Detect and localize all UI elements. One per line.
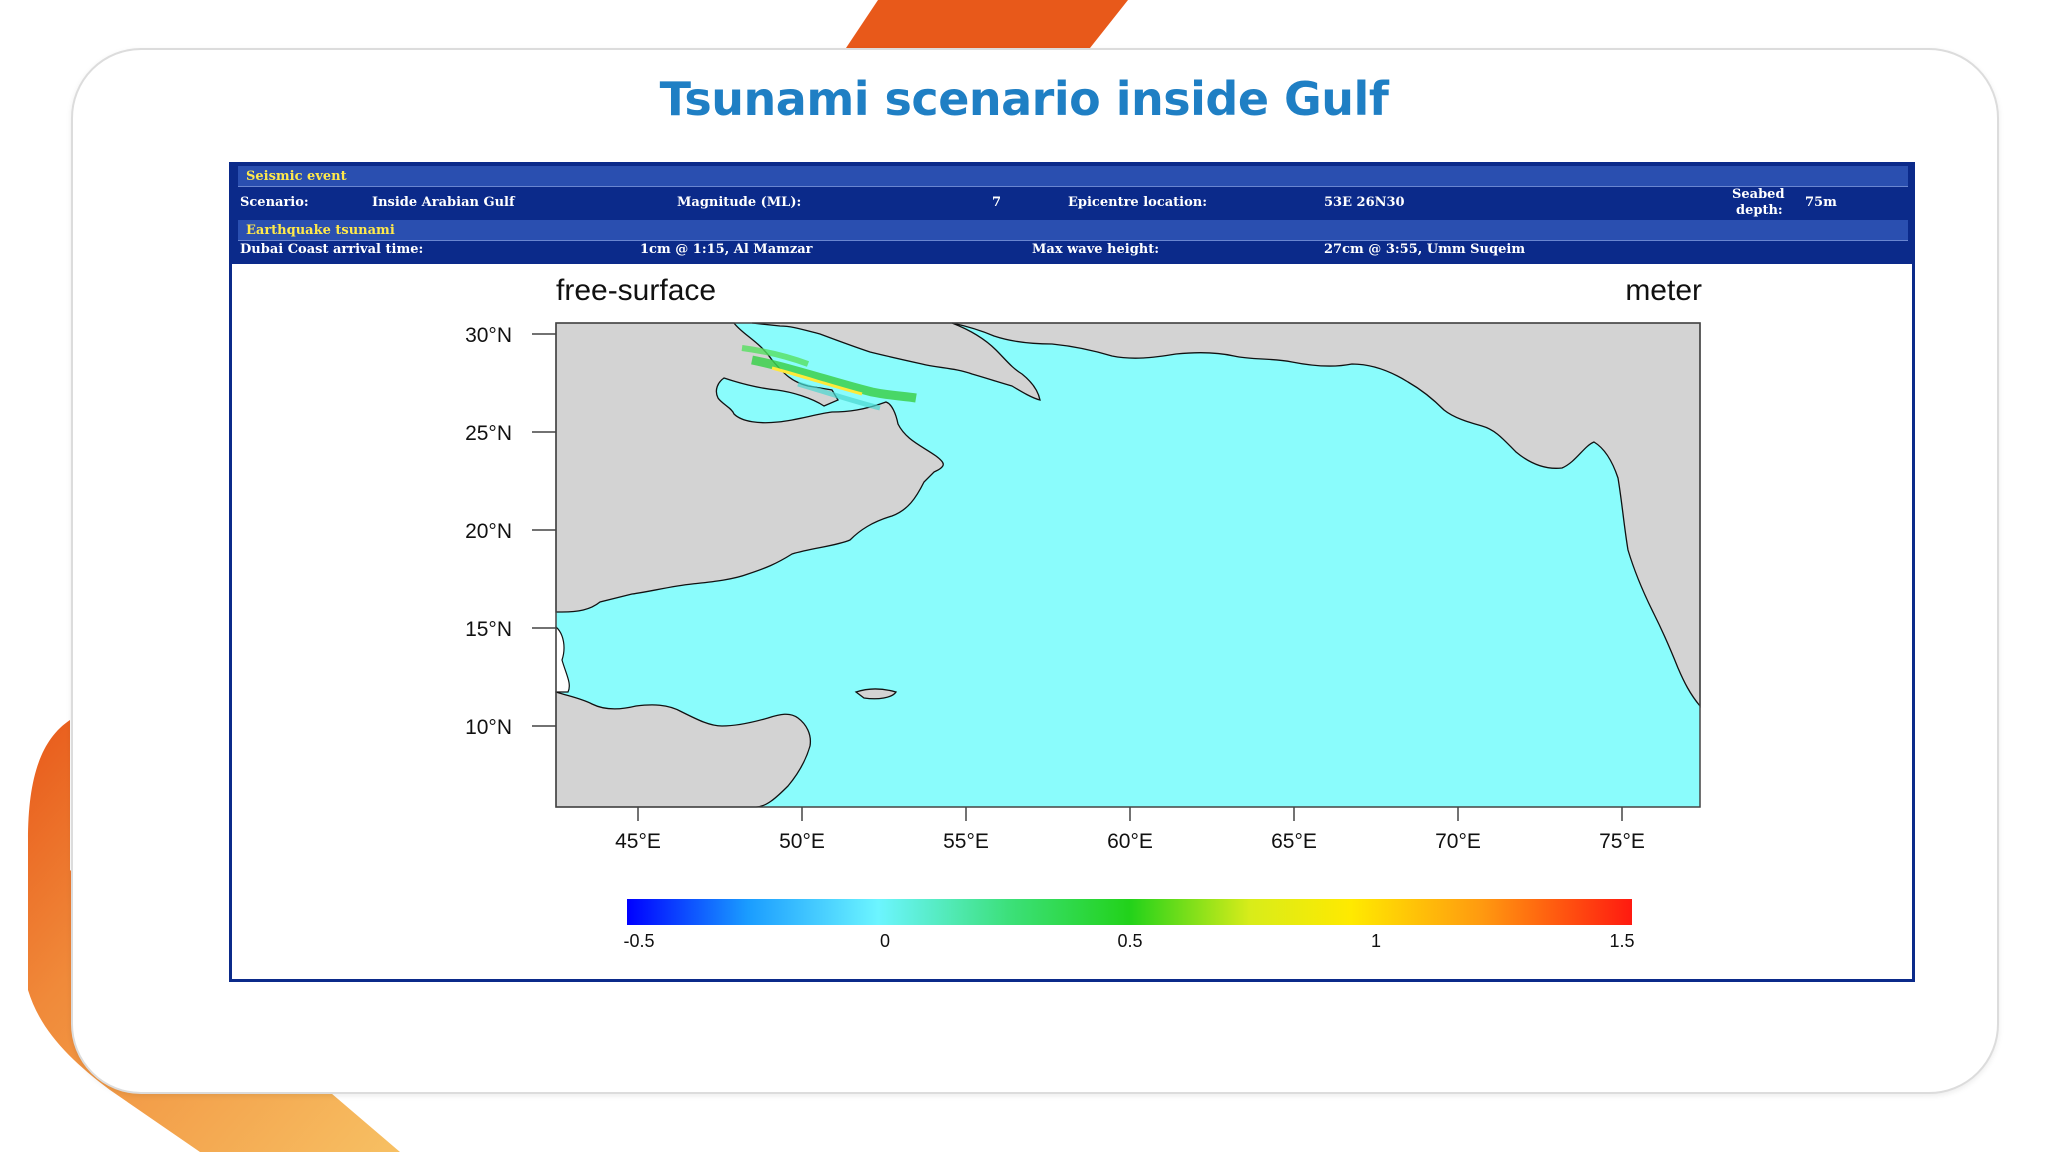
colorbar-label: 1.5 <box>1609 931 1634 951</box>
socotra-island <box>854 688 898 700</box>
tsunami-report-panel: Seismic event Scenario: Inside Arabian G… <box>229 162 1915 982</box>
colorbar-label: 0 <box>880 931 890 951</box>
iran-gulf-shore <box>751 322 1041 401</box>
lat-labels: 30°N 25°N 20°N 15°N 10°N <box>465 324 512 739</box>
depth-label-2: depth: <box>1736 203 1783 218</box>
lon-label: 65°E <box>1271 830 1317 853</box>
free-surface-map: free-surface meter <box>465 274 1702 951</box>
colorbar-label: 1 <box>1371 931 1381 951</box>
colorbar-label: -0.5 <box>623 931 654 951</box>
depth-label: Seabed <box>1732 187 1785 202</box>
arrival-label: Dubai Coast arrival time: <box>240 242 424 257</box>
colorbar-label: 0.5 <box>1117 931 1142 951</box>
tsunami-section-header: Earthquake tsunami <box>238 220 1908 241</box>
lat-label: 30°N <box>465 324 512 347</box>
epicentre-value: 53E 26N30 <box>1324 195 1405 210</box>
tsunami-wave-signal <box>741 345 917 411</box>
lat-ticks <box>532 333 556 727</box>
lat-label: 25°N <box>465 422 512 445</box>
arrival-value: 1cm @ 1:15, Al Mamzar <box>640 242 813 257</box>
lon-label: 55°E <box>943 830 989 853</box>
colorbar <box>627 899 1632 925</box>
depth-value: 75m <box>1805 195 1837 210</box>
lon-labels: 45°E 50°E 55°E 60°E 65°E 70°E 75°E <box>615 830 1645 853</box>
maxwave-label: Max wave height: <box>1032 242 1160 257</box>
map-figure: free-surface meter <box>232 264 1912 978</box>
map-title-left: free-surface <box>556 274 716 307</box>
lon-label: 70°E <box>1435 830 1481 853</box>
lat-label: 20°N <box>465 520 512 543</box>
white-coast-patch <box>555 625 570 693</box>
scenario-label: Scenario: <box>240 195 309 210</box>
colorbar-labels: -0.5 0 0.5 1 1.5 <box>623 931 1634 951</box>
lon-ticks <box>637 807 1623 821</box>
epicentre-label: Epicentre location: <box>1068 195 1208 210</box>
map-frame <box>555 322 1701 808</box>
lon-label: 60°E <box>1107 830 1153 853</box>
seismic-section-header: Seismic event <box>238 166 1908 187</box>
arabia-land <box>555 322 944 613</box>
maxwave-value: 27cm @ 3:55, Umm Suqeim <box>1324 242 1526 257</box>
magnitude-label: Magnitude (ML): <box>677 195 802 210</box>
event-info-table: Seismic event Scenario: Inside Arabian G… <box>232 162 1912 264</box>
iran-india-land <box>951 322 1701 708</box>
lon-label: 45°E <box>615 830 661 853</box>
africa-land <box>555 691 812 808</box>
slide-title: Tsunami scenario inside Gulf <box>659 72 1389 126</box>
lat-label: 15°N <box>465 618 512 641</box>
magnitude-value: 7 <box>992 195 1002 210</box>
land-masses <box>555 322 1701 808</box>
lon-label: 75°E <box>1599 830 1645 853</box>
scenario-value: Inside Arabian Gulf <box>372 195 515 210</box>
lon-label: 50°E <box>779 830 825 853</box>
map-title-right: meter <box>1625 274 1702 307</box>
lat-label: 10°N <box>465 716 512 739</box>
top-ribbon <box>846 0 1128 48</box>
